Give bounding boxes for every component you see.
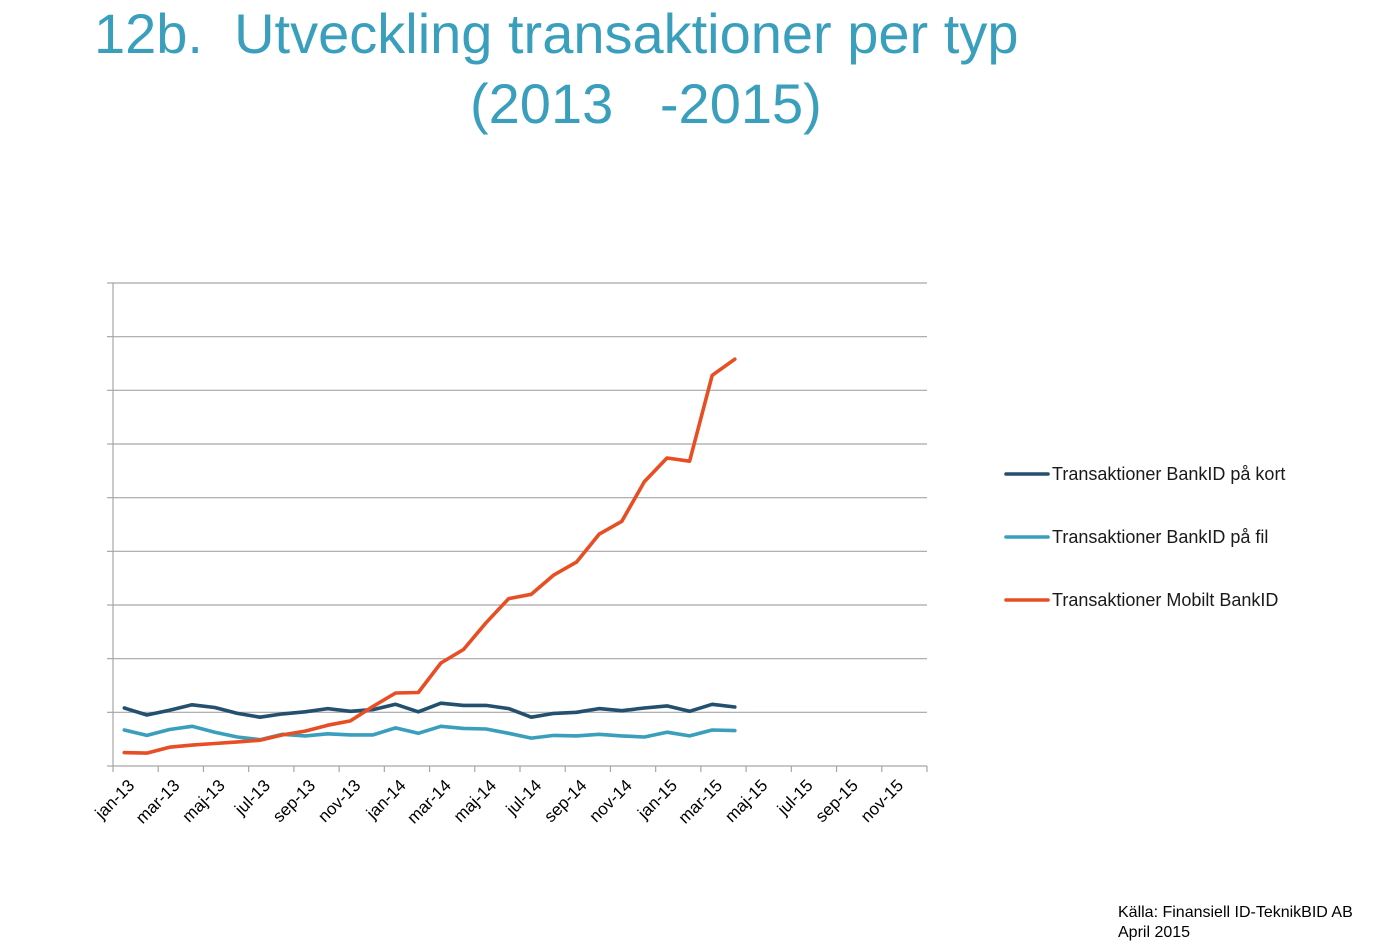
x-tick-label: jan-13 — [91, 776, 139, 824]
x-tick-label: nov-13 — [314, 776, 364, 826]
x-tick-label: jan-15 — [633, 776, 681, 824]
series-line-2 — [122, 724, 737, 742]
gridlines — [107, 282, 927, 713]
x-tick-label: jul-14 — [502, 776, 546, 820]
chart-title-line-2: (2013 -2015) — [470, 72, 822, 135]
x-tick-label: maj-14 — [450, 776, 500, 826]
x-tick-label: sep-15 — [812, 776, 862, 826]
legend-label-1: Transaktioner BankID på kort — [1052, 464, 1285, 484]
x-tick-label: sep-13 — [269, 776, 319, 826]
series-line-1 — [122, 701, 737, 720]
legend: Transaktioner BankID på kort Transaktione… — [1004, 464, 1285, 610]
legend-label-3: Transaktioner Mobilt BankID — [1052, 590, 1278, 610]
x-tick-label: maj-13 — [179, 776, 229, 826]
chart-title-line-1: 12b. Utveckling transaktioner per typ — [94, 2, 1019, 65]
x-tick-label: jan-14 — [362, 776, 410, 824]
x-tick-label: jul-13 — [230, 776, 274, 820]
x-tick-label: maj-15 — [721, 776, 771, 826]
series-lines — [122, 357, 737, 755]
legend-label-2: Transaktioner BankID på fil — [1052, 527, 1268, 547]
series-line-3 — [122, 357, 737, 755]
x-tick-label: nov-14 — [586, 776, 636, 826]
source-line-1: Källa: Finansiell ID-TeknikBID AB — [1118, 904, 1353, 921]
x-tick-label: mar-13 — [132, 776, 184, 828]
x-tick-label: mar-15 — [675, 776, 727, 828]
axes — [107, 283, 928, 772]
source-note: Källa: Finansiell ID-TeknikBID AB April … — [1118, 903, 1353, 943]
source-line-2: April 2015 — [1118, 924, 1191, 941]
x-tick-label: jul-15 — [773, 776, 817, 820]
x-tick-label: nov-15 — [857, 776, 907, 826]
x-tick-label: mar-14 — [403, 776, 455, 828]
x-tick-label: sep-14 — [540, 776, 590, 826]
